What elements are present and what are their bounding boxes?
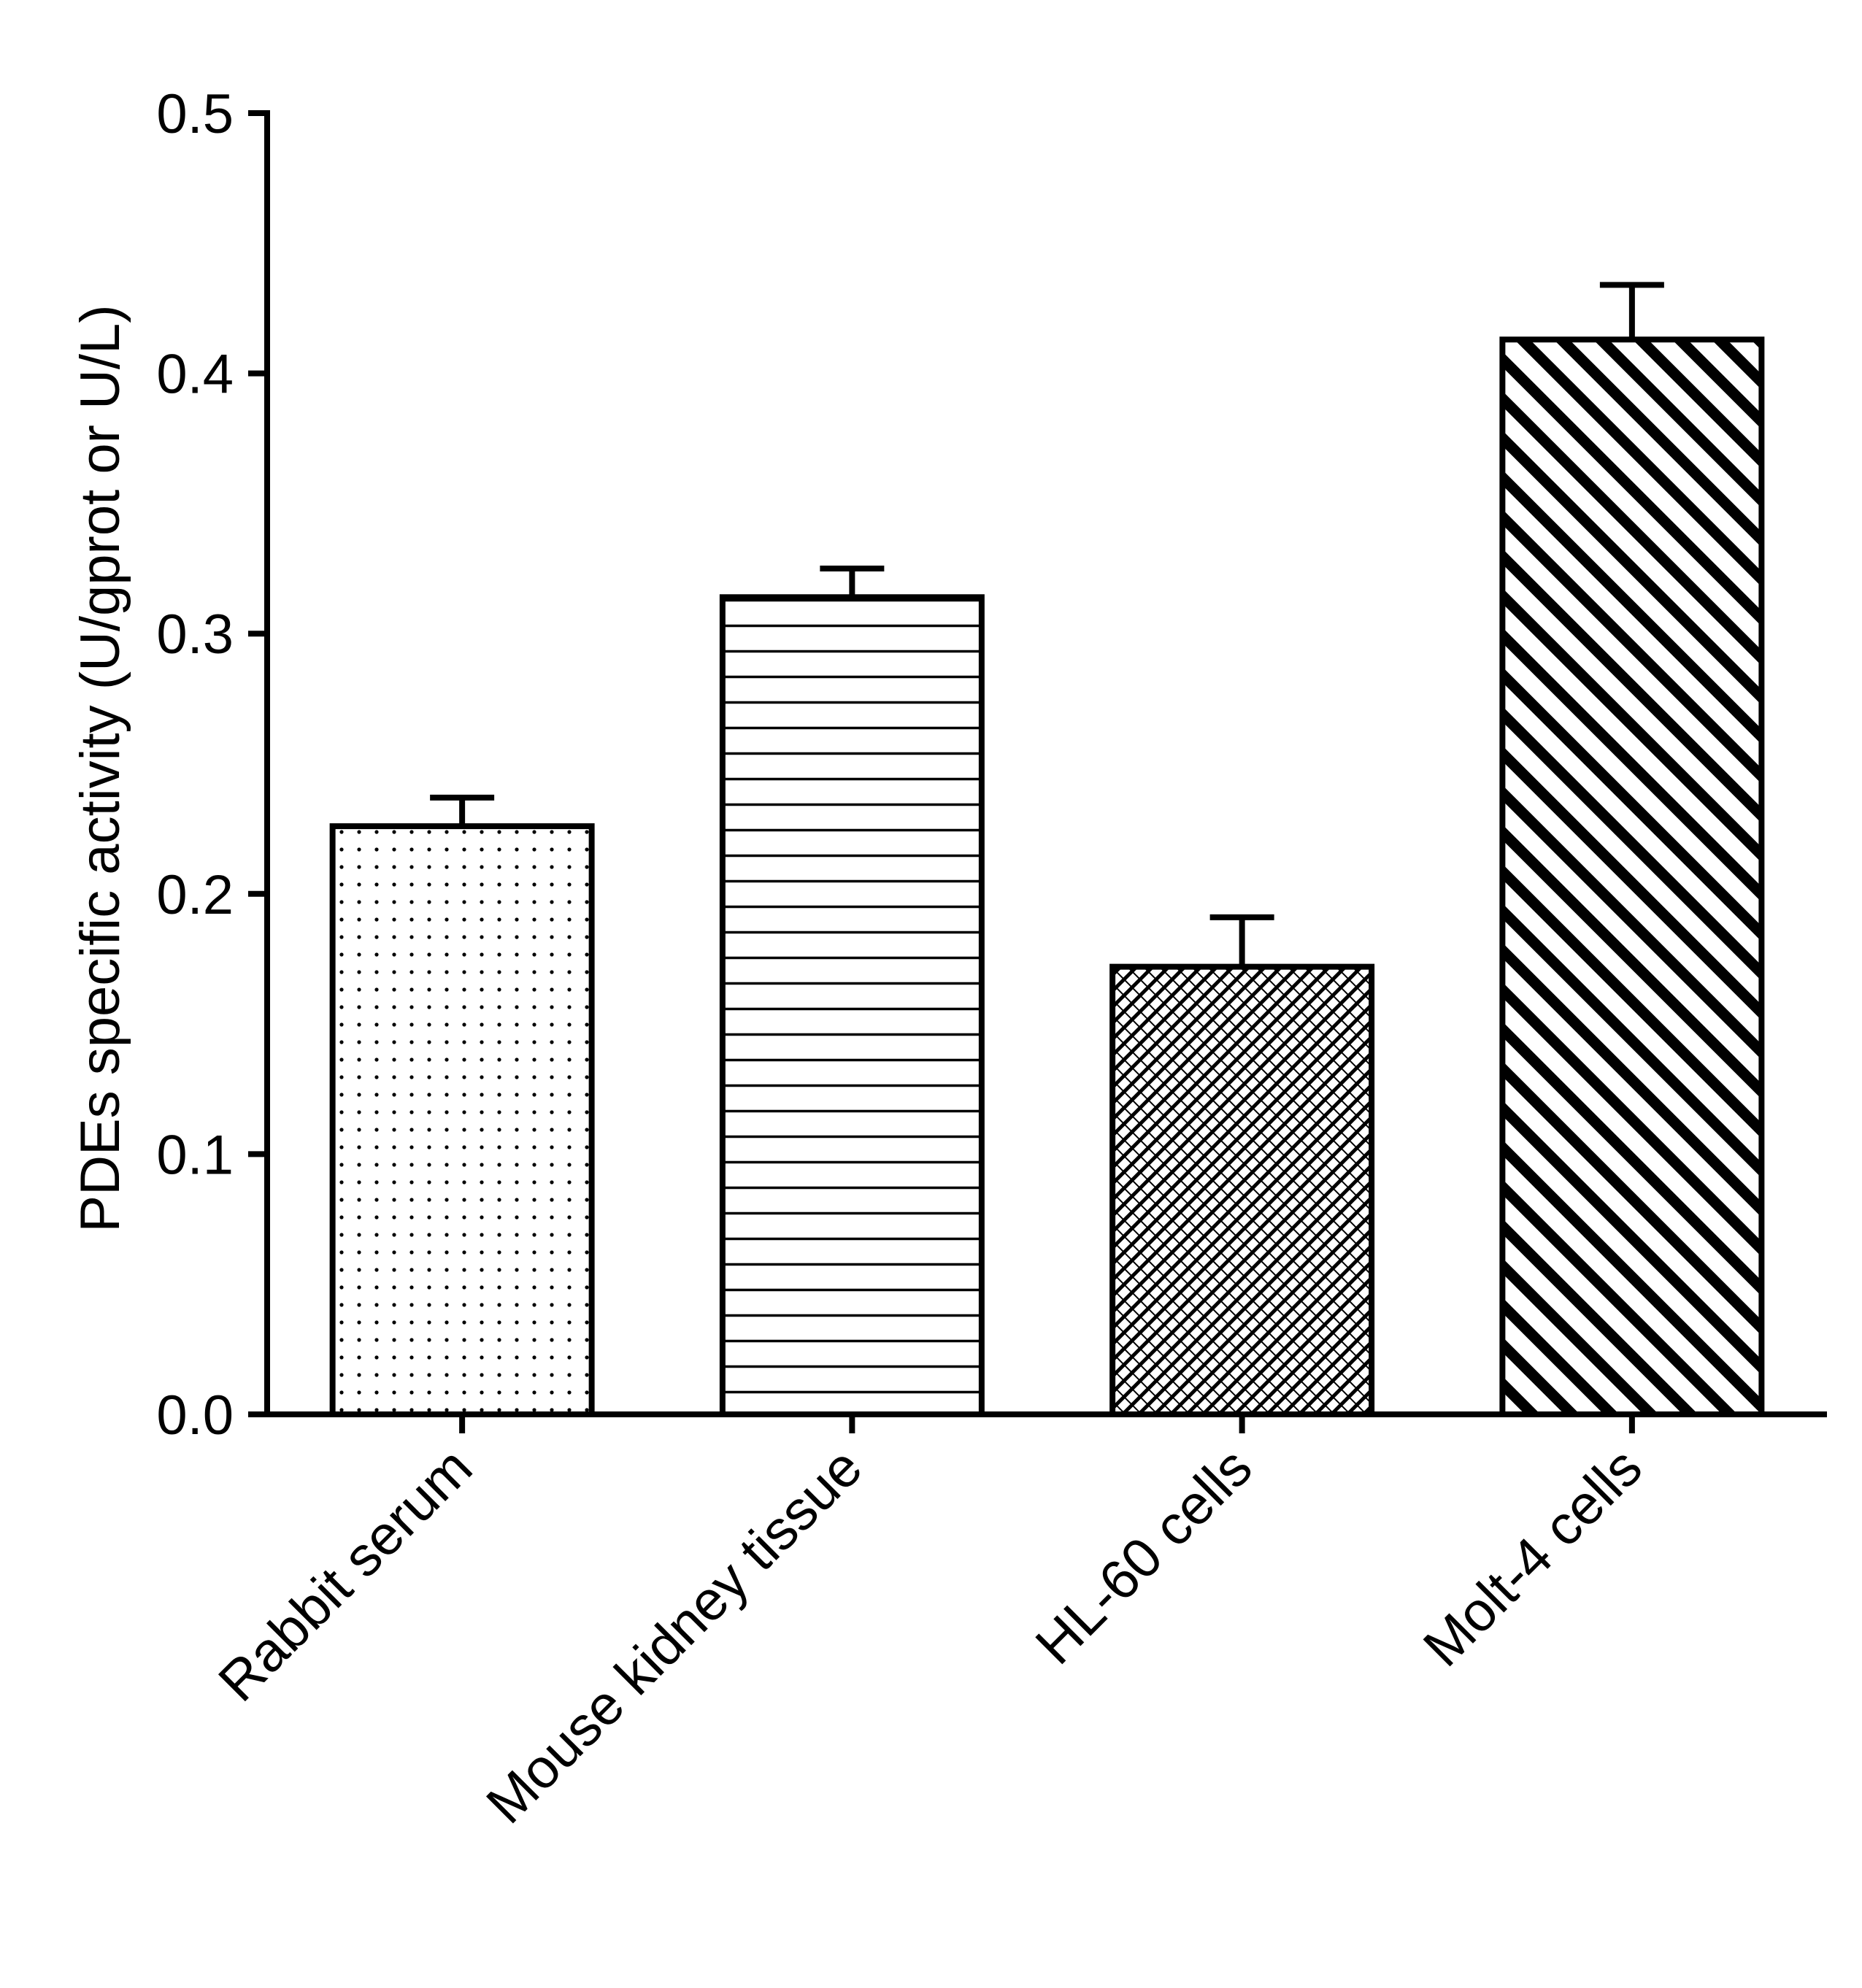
x-category-label: Mouse kidney tissue: [474, 1436, 874, 1835]
bar-3: [1109, 963, 1375, 1417]
y-tick-label: 0.5: [156, 83, 234, 145]
bar-2: [719, 594, 985, 1417]
y-tick-label: 0.2: [156, 864, 234, 926]
y-axis-title: PDEs specific activity (U/gprot or U/L): [69, 304, 131, 1232]
x-category-label: HL-60 cells: [1024, 1436, 1264, 1676]
bar-1: [329, 823, 595, 1417]
x-category-label: Rabbit serum: [207, 1436, 484, 1714]
y-tick-label: 0.4: [156, 344, 234, 406]
bar-4: [1499, 336, 1765, 1418]
y-tick-label: 0.0: [156, 1384, 234, 1446]
y-tick-label: 0.1: [156, 1124, 234, 1186]
y-tick-label: 0.3: [156, 604, 234, 666]
x-category-label: Molt-4 cells: [1412, 1436, 1654, 1679]
